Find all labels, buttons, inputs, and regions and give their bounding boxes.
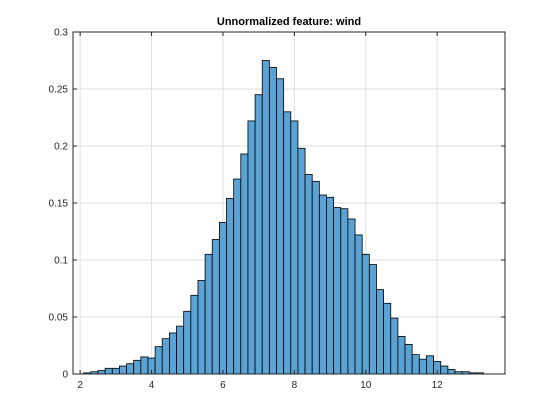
histogram-bar — [255, 95, 262, 374]
histogram-bar — [369, 265, 376, 374]
y-tick-label: 0.25 — [49, 85, 69, 96]
histogram-bar — [205, 254, 212, 374]
histogram-bar — [312, 181, 319, 374]
histogram-bar — [448, 369, 455, 374]
y-tick-label: 0.1 — [54, 256, 68, 267]
histogram-bar — [198, 281, 205, 374]
histogram-bar — [277, 79, 284, 374]
histogram-bar — [412, 355, 419, 374]
histogram-bar — [291, 121, 298, 374]
histogram-bar — [141, 357, 148, 374]
histogram-bar — [426, 356, 433, 374]
x-tick-label: 4 — [149, 380, 155, 391]
histogram-bar — [298, 148, 305, 374]
histogram-bar — [334, 208, 341, 374]
histogram-bar — [184, 311, 191, 374]
histogram-bar — [241, 154, 248, 374]
histogram-bar — [305, 175, 312, 375]
chart-title: Unnormalized feature: wind — [217, 16, 361, 28]
y-tick-label: 0 — [62, 370, 68, 381]
y-tick-label: 0.05 — [49, 313, 69, 324]
histogram-bar — [155, 347, 162, 374]
histogram-bar — [319, 195, 326, 374]
histogram-bar — [419, 359, 426, 374]
histogram-bar — [169, 333, 176, 374]
histogram-bar — [284, 112, 291, 374]
x-tick-label: 8 — [292, 380, 298, 391]
histogram-bar — [219, 222, 226, 374]
histogram-bar — [212, 239, 219, 374]
histogram-bar — [405, 344, 412, 374]
histogram-bar — [127, 364, 134, 374]
y-tick-label: 0.2 — [54, 142, 68, 153]
histogram-bar — [112, 368, 119, 374]
x-tick-label: 6 — [220, 380, 226, 391]
histogram-bar — [355, 235, 362, 374]
y-tick-label: 0.15 — [49, 199, 69, 210]
histogram-bar — [398, 336, 405, 374]
y-tick-label: 0.3 — [54, 28, 68, 39]
histogram-bar — [441, 366, 448, 374]
histogram-bar — [191, 295, 198, 374]
histogram-bar — [162, 339, 169, 374]
histogram-bar — [262, 61, 269, 375]
histogram-bar — [341, 209, 348, 374]
histogram-bar — [362, 254, 369, 374]
histogram-bar — [98, 371, 105, 374]
x-tick-label: 10 — [360, 380, 372, 391]
histogram-bar — [348, 219, 355, 374]
histogram-bar — [391, 318, 398, 374]
histogram-bar — [384, 303, 391, 374]
histogram-bar — [326, 197, 333, 374]
x-tick-label: 2 — [77, 380, 83, 391]
histogram-bar — [248, 121, 255, 374]
histogram-bar — [105, 368, 112, 374]
histogram-bar — [177, 326, 184, 374]
histogram-bar — [134, 360, 141, 374]
histogram-bar — [269, 67, 276, 374]
bars — [84, 61, 484, 375]
x-tick-label: 12 — [432, 380, 444, 391]
histogram-bar — [376, 290, 383, 374]
histogram-bar — [234, 179, 241, 374]
histogram-bar — [227, 198, 234, 374]
histogram-bar — [119, 366, 126, 374]
